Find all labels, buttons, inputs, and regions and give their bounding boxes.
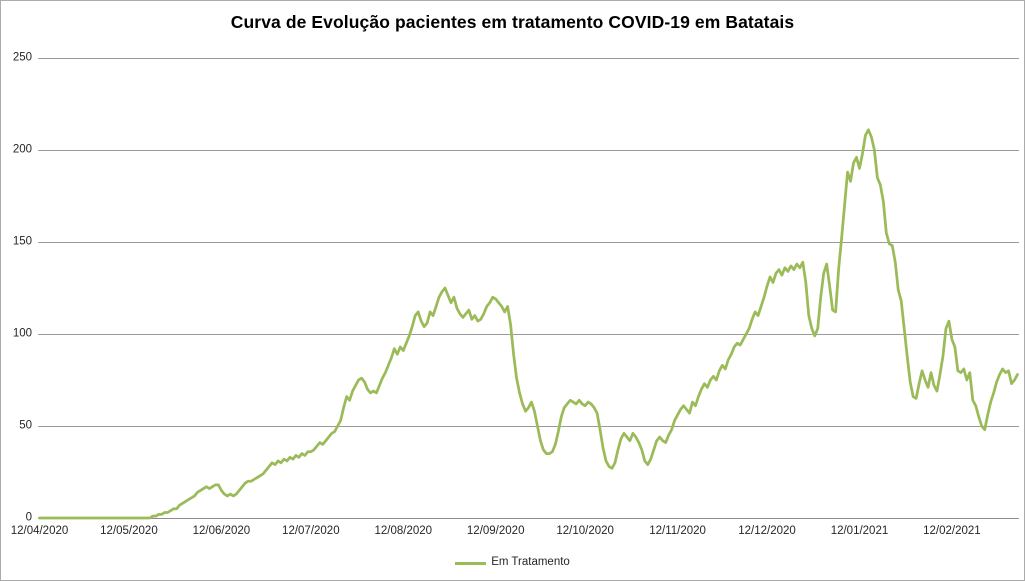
y-axis-label: 100 <box>12 327 32 340</box>
legend: Em Tratamento <box>1 554 1024 572</box>
x-axis-label: 12/12/2020 <box>738 525 796 537</box>
chart-title: Curva de Evolução pacientes em tratament… <box>230 12 795 32</box>
y-axis-label: 250 <box>12 51 32 64</box>
y-axis-label: 0 <box>25 511 32 524</box>
legend-line-sample-icon <box>455 561 487 565</box>
gridline-y-0 <box>38 518 1019 519</box>
x-axis-label: 12/02/2021 <box>923 525 981 537</box>
y-axis-label: 150 <box>12 235 32 248</box>
y-axis-label: 50 <box>19 419 32 432</box>
gridline-y-150 <box>38 242 1019 243</box>
gridline-y-250 <box>38 58 1019 59</box>
gridline-y-100 <box>38 334 1019 335</box>
gridline-y-50 <box>38 426 1019 427</box>
y-axis-label: 200 <box>12 143 32 156</box>
series-line-em-tratamento <box>38 128 1019 520</box>
x-axis-label: 12/01/2021 <box>830 525 889 537</box>
x-axis-label: 12/10/2020 <box>556 525 614 537</box>
legend-label: Em Tratamento <box>491 556 570 569</box>
x-axis-label: 12/11/2020 <box>649 525 706 537</box>
x-axis-label: 12/06/2020 <box>192 525 251 537</box>
x-axis-label: 12/04/2020 <box>10 525 69 537</box>
gridline-y-200 <box>38 150 1019 151</box>
x-axis-label: 12/09/2020 <box>466 525 525 537</box>
x-axis-label: 12/08/2020 <box>374 525 433 537</box>
x-axis-label: 12/07/2020 <box>282 525 340 537</box>
x-axis-label: 12/05/2020 <box>100 525 158 537</box>
